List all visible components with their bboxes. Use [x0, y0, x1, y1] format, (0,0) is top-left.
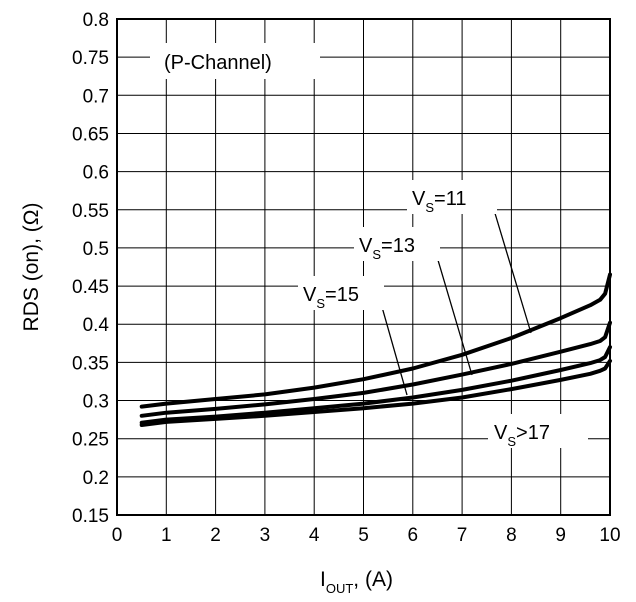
x-tick-label: 9 — [555, 525, 566, 546]
y-tick-label: 0.2 — [83, 468, 109, 489]
x-axis-label: IOUT, (A) — [320, 568, 393, 596]
x-tick-label: 4 — [309, 525, 320, 546]
x-tick-label: 5 — [358, 525, 369, 546]
series-line-vs-13 — [139, 320, 612, 418]
y-tick-label: 0.4 — [83, 315, 110, 336]
y-tick-label: 0.25 — [72, 430, 109, 451]
series-curves — [139, 272, 612, 427]
series-label-vs-15: VS=15 — [303, 284, 359, 311]
series-label-vs-17: VS>17 — [494, 422, 550, 449]
series-line-vs-11 — [139, 272, 612, 409]
x-tick-label: 7 — [457, 525, 468, 546]
y-tick-label: 0.7 — [83, 86, 109, 107]
leader-vs-11 — [493, 209, 532, 334]
y-tick-label: 0.65 — [72, 124, 109, 145]
x-tick-label: 1 — [161, 525, 172, 546]
x-tick-label: 3 — [260, 525, 271, 546]
plot-frame — [116, 18, 611, 516]
x-tick-label: 0 — [112, 525, 123, 546]
y-tick-label: 0.75 — [72, 48, 109, 69]
y-tick-label: 0.15 — [72, 506, 109, 527]
y-tick-label: 0.45 — [72, 277, 109, 298]
series-line-vs-17 — [139, 358, 612, 427]
x-tick-label: 6 — [408, 525, 419, 546]
label-bg-vs-13 — [354, 227, 440, 261]
y-tick-label: 0.5 — [83, 239, 109, 260]
series-label-vs-11: VS=11 — [412, 188, 466, 215]
y-axis-label: RDS (on), (Ω) — [20, 203, 43, 332]
annotations: (P-Channel) VS=11 VS=13 VS=15 VS>17 — [150, 43, 588, 449]
y-tick-label: 0.8 — [83, 10, 109, 31]
series-label-vs-13: VS=13 — [359, 235, 415, 262]
annotation-p-channel: (P-Channel) — [164, 52, 272, 74]
y-tick-label: 0.55 — [72, 201, 109, 222]
y-tick-label: 0.3 — [83, 392, 109, 413]
leader-vs-13 — [434, 249, 473, 376]
tick-labels: 0 1 2 3 4 5 6 7 8 9 10 0.15 0.2 0.25 0.3 0.35 0.4 0.45 0.5… — [72, 10, 621, 546]
leader-vs-15 — [379, 299, 408, 396]
x-tick-label: 8 — [506, 525, 517, 546]
x-tick-label: 2 — [210, 525, 221, 546]
label-bg-vs-15 — [298, 276, 384, 310]
series-line-vs-15 — [139, 345, 612, 425]
label-bg-vs-17 — [488, 414, 588, 448]
y-tick-label: 0.35 — [72, 353, 109, 374]
annotation-background — [150, 43, 320, 79]
label-bg-vs-11 — [407, 180, 497, 214]
y-tick-label: 0.6 — [83, 163, 109, 184]
x-tick-label: 10 — [599, 525, 620, 546]
